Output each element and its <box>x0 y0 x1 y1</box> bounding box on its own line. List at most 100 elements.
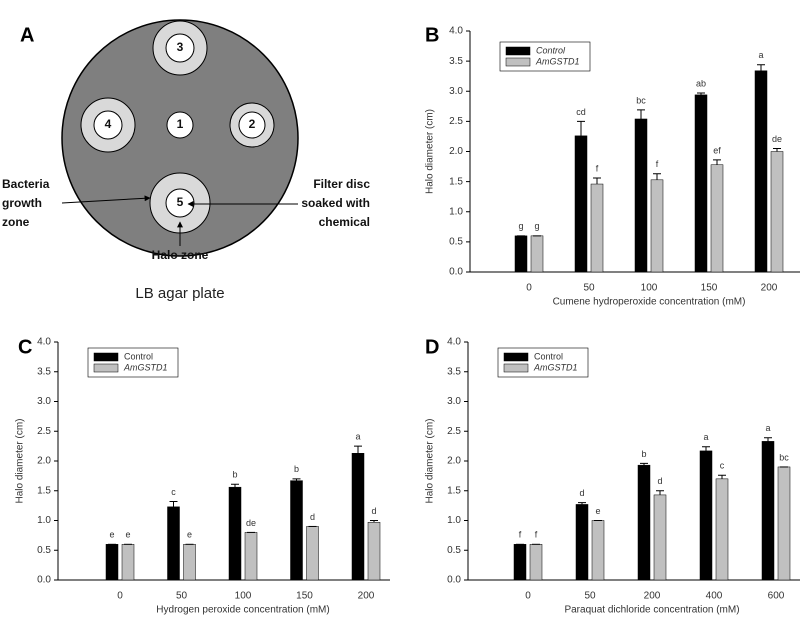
data-letter: ef <box>713 145 721 155</box>
label-line: chemical <box>319 215 370 229</box>
x-tick-label: 200 <box>644 591 661 602</box>
data-letter: d <box>579 488 584 498</box>
x-tick-label: 0 <box>526 283 532 294</box>
data-letter: cd <box>576 107 586 117</box>
bar <box>755 71 767 272</box>
bar <box>106 544 118 580</box>
bar <box>591 184 603 272</box>
bar <box>307 526 319 580</box>
data-letter: c <box>720 461 725 471</box>
bar <box>575 136 587 272</box>
bar <box>229 487 241 580</box>
disc-number: 1 <box>177 117 184 131</box>
data-letter: bc <box>636 95 646 105</box>
error-bar <box>702 447 710 451</box>
bar <box>778 467 790 580</box>
error-bar <box>773 148 781 151</box>
y-tick-label: 4.0 <box>449 26 463 37</box>
x-tick-label: 0 <box>117 591 123 602</box>
y-tick-label: 2.5 <box>447 426 461 437</box>
error-bar <box>697 93 705 95</box>
error-bar <box>640 463 648 465</box>
bar <box>762 441 774 580</box>
panel-letter: B <box>425 24 439 46</box>
bar <box>530 544 542 580</box>
y-tick-label: 1.5 <box>449 176 463 187</box>
y-tick-label: 0.0 <box>37 575 51 586</box>
y-tick-label: 3.0 <box>447 396 461 407</box>
panel-letter: D <box>425 336 439 358</box>
data-letter: e <box>125 530 130 540</box>
y-tick-label: 2.0 <box>449 146 463 157</box>
y-tick-label: 2.0 <box>447 456 461 467</box>
y-tick-label: 3.0 <box>37 396 51 407</box>
bar <box>654 495 666 580</box>
figure: A 1 2 3 4 5 Bacteria growth zone Filter … <box>0 0 811 625</box>
y-tick-label: 0.0 <box>447 575 461 586</box>
bar <box>695 95 707 272</box>
data-letter: a <box>355 432 360 442</box>
error-bar <box>718 475 726 479</box>
error-bar <box>656 491 664 495</box>
error-bar <box>370 521 378 523</box>
panel-a: A 1 2 3 4 5 Bacteria growth zone Filter … <box>2 20 370 302</box>
bar <box>515 236 527 272</box>
y-axis-label: Halo diameter (cm) <box>425 109 436 194</box>
data-letter: e <box>187 530 192 540</box>
x-axis-label: Cumene hydroperoxide concentration (mM) <box>553 297 746 308</box>
error-bar <box>713 160 721 165</box>
data-letter: d <box>657 476 662 486</box>
x-tick-label: 200 <box>761 283 778 294</box>
data-letter: bc <box>779 452 789 462</box>
data-letter: f <box>656 159 659 169</box>
data-letter: de <box>772 134 782 144</box>
error-bar <box>653 174 661 180</box>
legend-label: Control <box>536 45 566 55</box>
data-letter: c <box>171 487 176 497</box>
data-letter: b <box>641 449 646 459</box>
x-tick-label: 200 <box>358 591 375 602</box>
disc-number: 5 <box>177 195 184 209</box>
error-bar <box>293 479 301 481</box>
bar <box>168 507 180 580</box>
y-axis-label: Halo diameter (cm) <box>15 418 26 503</box>
legend-swatch <box>506 47 530 55</box>
y-tick-label: 1.0 <box>449 206 463 217</box>
y-tick-label: 3.5 <box>449 56 463 67</box>
legend-swatch <box>94 353 118 361</box>
bar <box>700 451 712 580</box>
chart: D0.00.51.01.52.02.53.03.54.0Halo diamete… <box>425 336 800 615</box>
chart: B0.00.51.01.52.02.53.03.54.0Halo diamete… <box>425 24 800 307</box>
y-tick-label: 2.0 <box>37 456 51 467</box>
x-tick-label: 100 <box>641 283 658 294</box>
error-bar <box>637 110 645 119</box>
label-line: soaked with <box>301 196 370 210</box>
y-tick-label: 3.5 <box>447 366 461 377</box>
y-tick-label: 1.0 <box>37 515 51 526</box>
plate-label: LB agar plate <box>135 285 224 302</box>
error-bar <box>577 121 585 135</box>
bar <box>245 532 257 580</box>
data-letter: a <box>703 432 708 442</box>
y-tick-label: 3.0 <box>449 86 463 97</box>
data-letter: g <box>518 221 523 231</box>
data-letter: f <box>535 530 538 540</box>
label-line: zone <box>2 215 30 229</box>
data-letter: g <box>534 221 539 231</box>
error-bar <box>354 446 362 453</box>
legend-label: AmGSTD1 <box>123 362 168 372</box>
bar <box>184 544 196 580</box>
data-letter: a <box>765 423 770 433</box>
bar <box>716 479 728 580</box>
x-tick-label: 50 <box>583 283 595 294</box>
bar <box>368 522 380 580</box>
legend-label: AmGSTD1 <box>533 362 578 372</box>
x-tick-label: 150 <box>701 283 718 294</box>
data-letter: e <box>595 506 600 516</box>
legend-swatch <box>506 58 530 66</box>
page: A 1 2 3 4 5 Bacteria growth zone Filter … <box>0 0 811 625</box>
disc-number: 2 <box>249 117 256 131</box>
y-axis-label: Halo diameter (cm) <box>425 418 436 503</box>
x-tick-label: 400 <box>706 591 723 602</box>
error-bar <box>231 484 239 487</box>
